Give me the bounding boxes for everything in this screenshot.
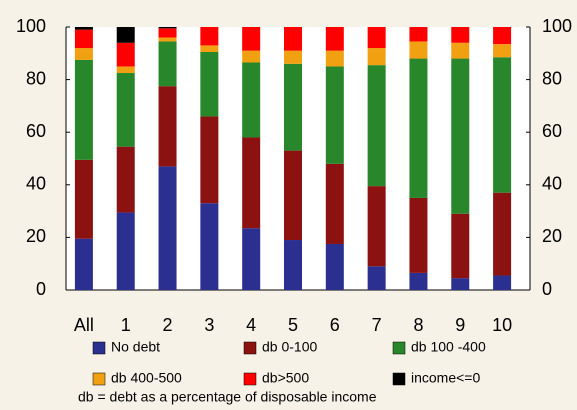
x-tick-label: All — [74, 315, 94, 335]
x-tick-label: 4 — [246, 315, 256, 335]
bar-segment — [284, 50, 302, 64]
y-tick-label: 80 — [26, 68, 46, 88]
bar-segment — [242, 137, 261, 229]
bar-segment — [325, 50, 344, 67]
legend-swatch — [392, 372, 406, 386]
bar-segment — [409, 58, 428, 198]
x-tick-label: 3 — [204, 315, 214, 335]
y2-tick-label: 20 — [542, 226, 562, 246]
legend-label: db 400-500 — [111, 370, 182, 386]
bar-segment — [409, 197, 428, 273]
legend-label: db>500 — [262, 370, 309, 386]
bar-segment — [116, 42, 135, 67]
bar-segment — [242, 27, 261, 51]
x-tick-label: 1 — [121, 315, 131, 335]
bar-segment — [367, 65, 386, 187]
bar-segment — [451, 213, 470, 279]
bar-segment — [493, 44, 512, 58]
bar-segment — [325, 243, 344, 290]
bar-segment — [493, 275, 512, 290]
x-tick-label: 2 — [163, 315, 173, 335]
bar-segment — [493, 27, 512, 45]
bar-segment — [367, 48, 386, 66]
y2-tick-label: 0 — [542, 279, 552, 299]
x-tick-label: 9 — [455, 315, 465, 335]
bar-segment — [158, 27, 177, 29]
y2-tick-label: 100 — [542, 16, 572, 36]
bar-segment — [158, 41, 177, 87]
bar-segment — [242, 50, 261, 63]
bar-segment — [74, 27, 93, 30]
bar-segment — [74, 48, 93, 60]
bar-segment — [200, 203, 219, 290]
y2-tick-label: 60 — [542, 121, 562, 141]
y2-tick-label: 40 — [542, 174, 562, 194]
bar-segment — [409, 272, 428, 290]
bar-segment — [284, 27, 302, 51]
bar-segment — [200, 27, 219, 46]
bar-segment — [158, 86, 177, 167]
bar-segment — [116, 66, 135, 74]
bar-segment — [367, 266, 386, 290]
y2-tick-label: 80 — [542, 68, 562, 88]
bar-segment — [451, 278, 470, 290]
bar-segment — [200, 51, 219, 117]
bar-segment — [325, 66, 344, 164]
bar-segment — [367, 186, 386, 267]
legend-label: db 100 -400 — [411, 339, 486, 355]
bar-segment — [116, 73, 135, 147]
bar-segment — [200, 116, 219, 204]
bar-segment — [451, 42, 470, 59]
bar-segment — [200, 45, 219, 52]
x-tick-label: 5 — [288, 315, 298, 335]
legend-label: income<=0 — [411, 370, 480, 386]
bar-segment — [367, 27, 386, 49]
legend-swatch — [243, 372, 257, 386]
bar-segment — [325, 163, 344, 244]
bar-segment — [493, 192, 512, 276]
x-tick-label: 7 — [372, 315, 382, 335]
bar-segment — [451, 27, 470, 43]
bar-segment — [158, 166, 177, 290]
bar-segment — [284, 63, 302, 151]
bar-segment — [74, 29, 93, 49]
footnote: db = debt as a percentage of disposable … — [78, 389, 377, 405]
bar-segment — [74, 159, 93, 239]
y-tick-label: 60 — [26, 121, 46, 141]
y-tick-label: 0 — [36, 279, 46, 299]
bar-segment — [409, 41, 428, 59]
bar-segment — [284, 150, 302, 241]
bar-segment — [242, 228, 261, 290]
bar-segment — [493, 57, 512, 193]
bar-segment — [116, 146, 135, 213]
x-tick-label: 8 — [413, 315, 423, 335]
bar-segment — [409, 27, 428, 42]
legend-swatch — [92, 372, 106, 386]
bar-segment — [284, 240, 302, 290]
x-tick-label: 10 — [492, 315, 512, 335]
legend-swatch — [243, 341, 257, 355]
x-tick-label: 6 — [330, 315, 340, 335]
bar-segment — [242, 62, 261, 138]
bar-segment — [116, 212, 135, 290]
bar-segment — [158, 28, 177, 38]
bar-segment — [158, 37, 177, 42]
legend-label: No debt — [111, 339, 160, 355]
y-tick-label: 20 — [26, 226, 46, 246]
bar-segment — [74, 59, 93, 160]
legend-swatch — [392, 341, 406, 355]
bar-segment — [325, 27, 344, 51]
legend-label: db 0-100 — [262, 339, 317, 355]
bar-segment — [116, 27, 135, 43]
bar-segment — [451, 58, 470, 214]
y-tick-label: 40 — [26, 174, 46, 194]
legend-swatch — [92, 341, 106, 355]
bar-segment — [74, 238, 93, 290]
y-tick-label: 100 — [16, 16, 46, 36]
